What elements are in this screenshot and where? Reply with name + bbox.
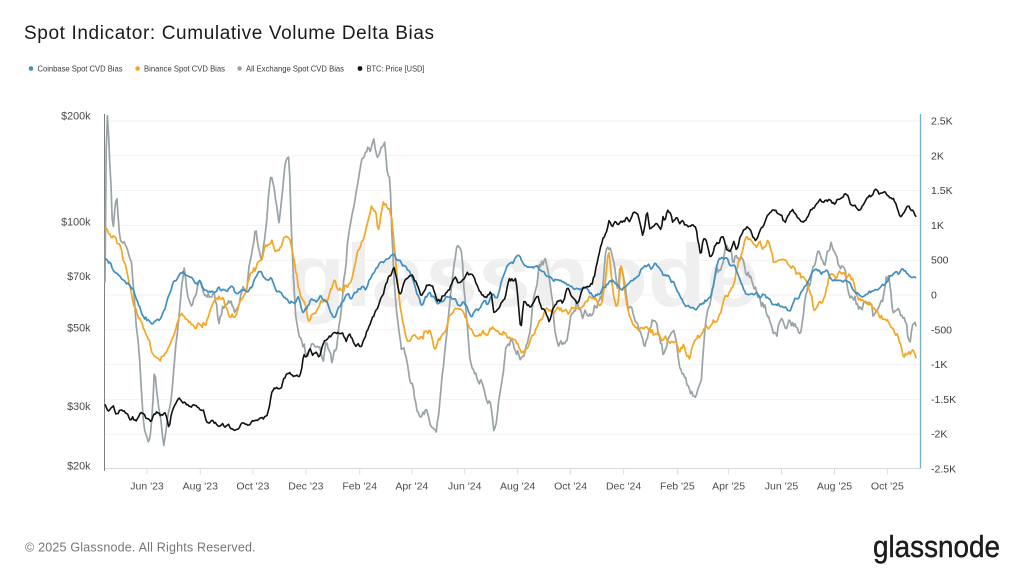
svg-text:2.5K: 2.5K [931,116,953,128]
svg-text:0: 0 [931,290,937,302]
svg-text:glassnode: glassnode [873,529,1000,564]
svg-text:Aug '24: Aug '24 [500,481,535,493]
svg-text:1K: 1K [931,220,944,232]
svg-text:Jun '25: Jun '25 [765,481,799,493]
svg-text:-2.5K: -2.5K [931,464,956,476]
svg-text:Dec '24: Dec '24 [606,481,641,493]
svg-text:$100k: $100k [61,217,91,229]
svg-text:Jun '24: Jun '24 [448,481,482,493]
svg-text:BTC: Price [USD]: BTC: Price [USD] [367,64,425,74]
svg-text:$70k: $70k [67,271,91,283]
svg-text:2K: 2K [931,150,944,162]
svg-text:Jun '23: Jun '23 [130,481,164,493]
svg-text:Feb '25: Feb '25 [660,481,695,493]
svg-text:Coinbase Spot CVD Bias: Coinbase Spot CVD Bias [38,64,123,74]
svg-text:Binance Spot CVD Bias: Binance Spot CVD Bias [144,64,225,74]
svg-text:Oct '23: Oct '23 [236,481,269,493]
svg-text:Oct '24: Oct '24 [554,481,587,493]
svg-text:Oct '25: Oct '25 [871,481,904,493]
svg-text:$50k: $50k [67,323,91,335]
svg-text:Spot Indicator: Cumulative Vol: Spot Indicator: Cumulative Volume Delta … [24,23,435,44]
svg-text:Apr '24: Apr '24 [395,481,428,493]
svg-text:Apr '25: Apr '25 [712,481,745,493]
svg-text:-1.5K: -1.5K [931,394,956,406]
svg-text:© 2025 Glassnode. All Rights R: © 2025 Glassnode. All Rights Reserved. [25,541,256,555]
svg-text:Aug '25: Aug '25 [817,481,852,493]
svg-text:1.5K: 1.5K [931,185,953,197]
svg-text:Dec '23: Dec '23 [288,481,323,493]
svg-text:Aug '23: Aug '23 [183,481,218,493]
svg-text:Feb '24: Feb '24 [342,481,377,493]
svg-text:-1K: -1K [931,359,947,371]
svg-text:$200k: $200k [61,111,91,123]
svg-text:$20k: $20k [67,461,91,473]
svg-text:-2K: -2K [931,429,947,441]
svg-text:$30k: $30k [67,401,91,413]
svg-text:-500: -500 [931,324,952,336]
svg-text:500: 500 [931,255,949,267]
svg-text:All Exchange Spot CVD Bias: All Exchange Spot CVD Bias [246,64,344,74]
